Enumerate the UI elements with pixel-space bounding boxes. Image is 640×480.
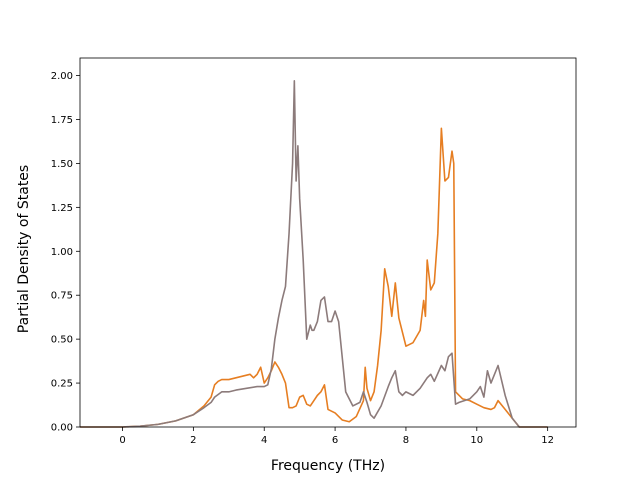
x-tick-label: 4 [261, 435, 267, 446]
x-axis: 0 2 4 6 8 10 12 [119, 427, 554, 446]
series-layer [80, 80, 548, 428]
x-tick-label: 6 [332, 435, 338, 446]
y-tick-label: 2.00 [51, 71, 73, 82]
y-tick-label: 1.50 [51, 159, 73, 170]
y-axis-label: Partial Density of States [16, 165, 32, 333]
y-tick-label: 1.25 [51, 203, 73, 214]
x-tick-label: 10 [470, 435, 483, 446]
x-tick-label: 2 [190, 435, 196, 446]
y-tick-label: 0.00 [51, 423, 73, 434]
y-tick-label: 0.50 [51, 335, 73, 346]
x-tick-label: 0 [119, 435, 125, 446]
x-axis-label: Frequency (THz) [271, 458, 385, 474]
plot-frame [79, 57, 577, 428]
y-tick-label: 0.75 [51, 291, 73, 302]
y-tick-label: 0.25 [51, 379, 73, 390]
x-tick-label: 8 [403, 435, 409, 446]
series-line-1 [80, 127, 548, 428]
x-tick-label: 12 [541, 435, 554, 446]
y-axis: 0.00 0.25 0.50 0.75 1.00 1.25 1.50 1.75 2.00 [51, 71, 80, 434]
series-line-2 [80, 80, 548, 428]
y-tick-label: 1.00 [51, 247, 73, 258]
y-tick-label: 1.75 [51, 115, 73, 126]
